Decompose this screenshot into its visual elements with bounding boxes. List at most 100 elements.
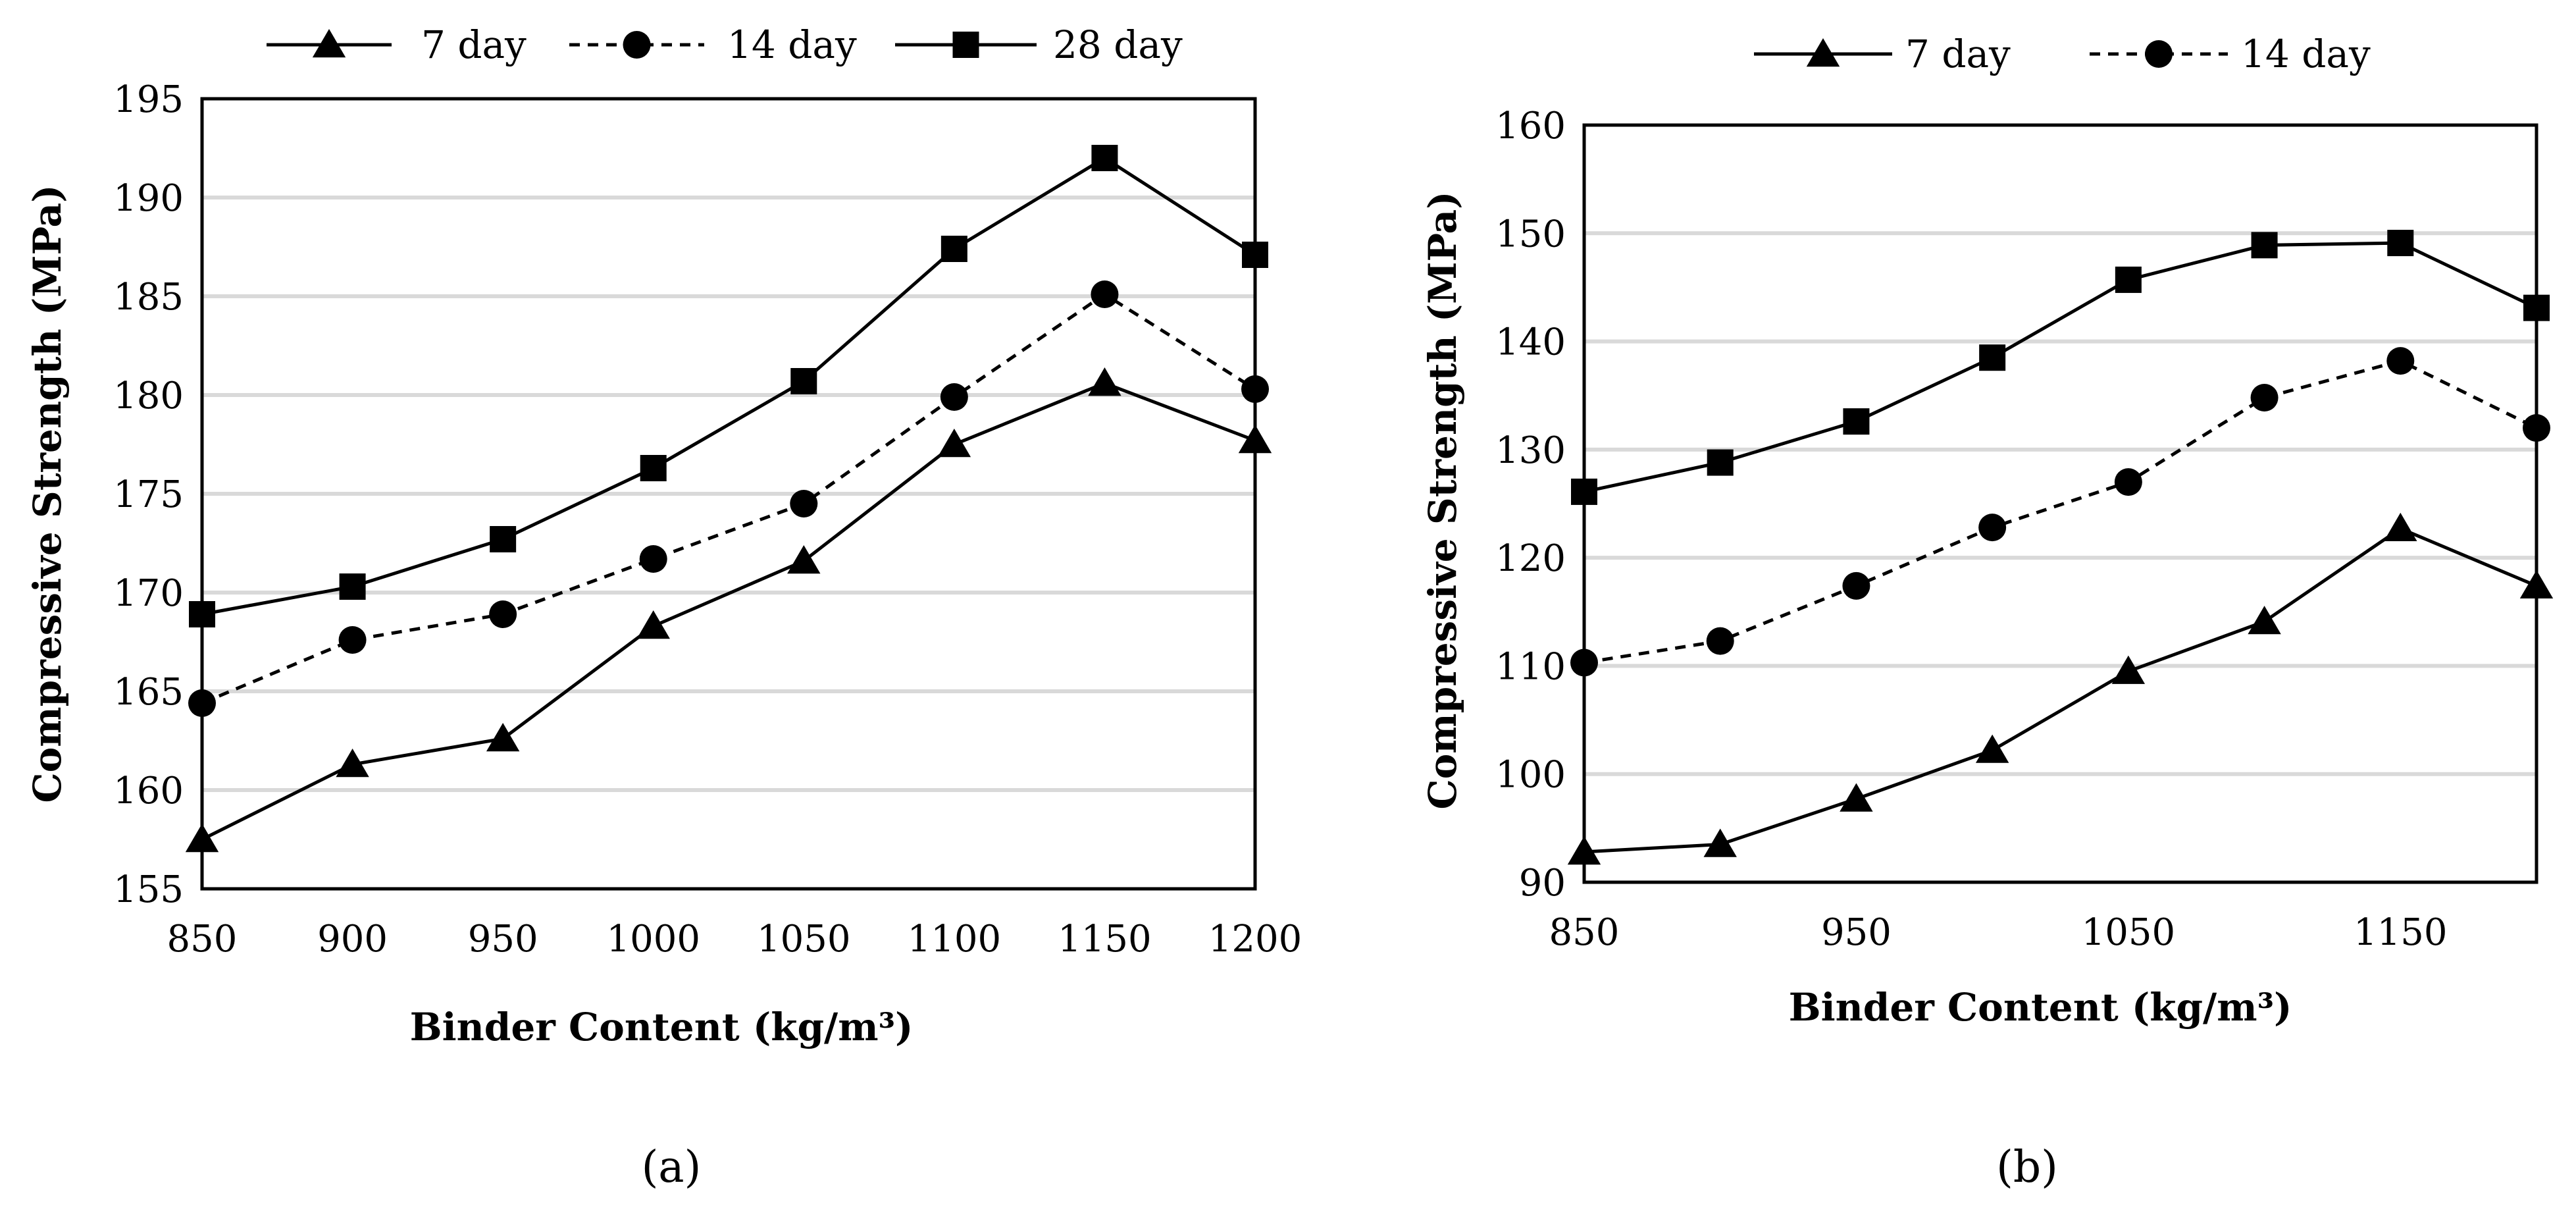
y-axis-title-b: Compressive Strength (MPa) bbox=[1420, 191, 1465, 809]
legend-a: 7 day 14 day 28 day bbox=[267, 22, 1183, 67]
data-point bbox=[1842, 571, 1870, 600]
data-point bbox=[790, 368, 817, 394]
y-tick-label: 190 bbox=[113, 177, 184, 220]
series-line bbox=[201, 292, 1256, 705]
series-line bbox=[1584, 526, 2537, 854]
legend-marker bbox=[2145, 40, 2173, 68]
data-point bbox=[2386, 347, 2415, 375]
data-point bbox=[940, 236, 967, 262]
y-tick-label: 130 bbox=[1495, 429, 1566, 472]
data-point bbox=[2114, 468, 2142, 496]
panel-label-a: (a) bbox=[642, 1142, 702, 1192]
y-tick-label: 140 bbox=[1495, 321, 1566, 364]
legend-marker bbox=[312, 29, 346, 58]
series-line bbox=[201, 381, 1256, 841]
series-line bbox=[201, 156, 1256, 616]
chart-panel-b: 90 100 110 120 130 140 150 160 850 950 1050 1150 B… bbox=[1420, 32, 2554, 1192]
data-point bbox=[1091, 280, 1119, 308]
legend-b: 7 day 14 day bbox=[1754, 32, 2371, 76]
legend-label: 7 day bbox=[421, 22, 527, 67]
y-tick-label: 90 bbox=[1519, 862, 1566, 905]
data-point bbox=[2111, 655, 2146, 684]
legend-marker bbox=[623, 31, 651, 59]
data-point bbox=[2387, 230, 2414, 257]
x-axis-title-b: Binder Content (kg/m³) bbox=[1789, 985, 2292, 1030]
data-point bbox=[1088, 367, 1121, 396]
y-ticks-b: 90 100 110 120 130 140 150 160 bbox=[1495, 105, 1566, 905]
y-tick-label: 160 bbox=[1495, 105, 1566, 147]
x-tick-label: 850 bbox=[1549, 911, 1620, 954]
plot-frame-b bbox=[1582, 123, 2538, 884]
series-line bbox=[1584, 359, 2538, 664]
legend-label: 14 day bbox=[727, 22, 857, 67]
data-point bbox=[336, 749, 369, 778]
x-tick-label: 1150 bbox=[2354, 911, 2448, 954]
data-point bbox=[2248, 606, 2281, 635]
data-point bbox=[2250, 384, 2279, 411]
chart-panel-a: 155 160 165 170 175 180 185 190 195 850 900 950 100… bbox=[25, 22, 1302, 1192]
panel-label-b: (b) bbox=[1996, 1142, 2058, 1192]
data-point bbox=[338, 626, 367, 654]
x-tick-label: 1050 bbox=[2082, 911, 2176, 954]
x-tick-label: 850 bbox=[167, 918, 238, 961]
x-tick-label: 1100 bbox=[908, 918, 1002, 961]
data-point bbox=[937, 429, 971, 458]
legend-label: 28 day bbox=[1053, 22, 1183, 67]
data-point bbox=[486, 723, 520, 752]
data-point bbox=[636, 610, 670, 639]
data-point bbox=[2384, 512, 2417, 541]
data-point bbox=[1703, 828, 1737, 857]
series-layer-b bbox=[1567, 230, 2554, 865]
y-ticks-a: 155 160 165 170 175 180 185 190 195 bbox=[113, 78, 184, 911]
data-point bbox=[2251, 232, 2278, 259]
data-point bbox=[1975, 734, 2009, 763]
y-tick-label: 100 bbox=[1495, 754, 1566, 797]
series-layer-a bbox=[185, 145, 1272, 853]
data-point bbox=[640, 455, 667, 481]
y-tick-label: 120 bbox=[1495, 537, 1566, 580]
plot-frame-a bbox=[200, 97, 1257, 891]
data-point bbox=[489, 600, 517, 628]
data-point bbox=[940, 383, 968, 411]
x-ticks-b: 850 950 1050 1150 bbox=[1549, 911, 2448, 954]
y-tick-label: 170 bbox=[113, 572, 184, 615]
x-tick-label: 950 bbox=[468, 918, 538, 961]
y-tick-label: 165 bbox=[113, 671, 184, 714]
data-point bbox=[2115, 266, 2142, 293]
legend-label: 14 day bbox=[2241, 32, 2371, 76]
x-tick-label: 900 bbox=[317, 918, 388, 961]
y-tick-label: 185 bbox=[113, 276, 184, 319]
x-tick-label: 1050 bbox=[757, 918, 851, 961]
legend-marker bbox=[1806, 38, 1840, 67]
y-tick-label: 180 bbox=[113, 375, 184, 417]
data-point bbox=[787, 545, 821, 574]
x-tick-label: 1150 bbox=[1058, 918, 1152, 961]
y-tick-label: 175 bbox=[113, 473, 184, 516]
legend-marker bbox=[952, 32, 979, 58]
data-point bbox=[1707, 449, 1734, 476]
y-tick-label: 195 bbox=[113, 78, 184, 121]
y-tick-label: 150 bbox=[1495, 213, 1566, 255]
x-ticks-a: 850 900 950 1000 1050 1100 1150 1200 bbox=[167, 918, 1302, 961]
data-point bbox=[1843, 408, 1870, 435]
data-point bbox=[1840, 783, 1873, 812]
x-tick-label: 1000 bbox=[606, 918, 700, 961]
x-axis-title-a: Binder Content (kg/m³) bbox=[410, 1005, 914, 1049]
data-point bbox=[639, 545, 667, 573]
legend-label: 7 day bbox=[1905, 32, 2011, 76]
y-tick-label: 110 bbox=[1495, 645, 1566, 688]
x-tick-label: 950 bbox=[1821, 911, 1892, 954]
data-point bbox=[1706, 627, 1734, 655]
gridlines-b bbox=[1584, 231, 2537, 776]
data-point bbox=[490, 526, 517, 552]
y-axis-title-a: Compressive Strength (MPa) bbox=[25, 184, 70, 803]
data-point bbox=[790, 490, 818, 517]
y-tick-label: 155 bbox=[113, 868, 184, 911]
x-tick-label: 1200 bbox=[1208, 918, 1302, 961]
data-point bbox=[1091, 145, 1118, 171]
y-tick-label: 160 bbox=[113, 770, 184, 812]
data-point bbox=[1979, 344, 2006, 371]
data-point bbox=[1978, 514, 2007, 542]
series-line bbox=[1584, 241, 2538, 494]
